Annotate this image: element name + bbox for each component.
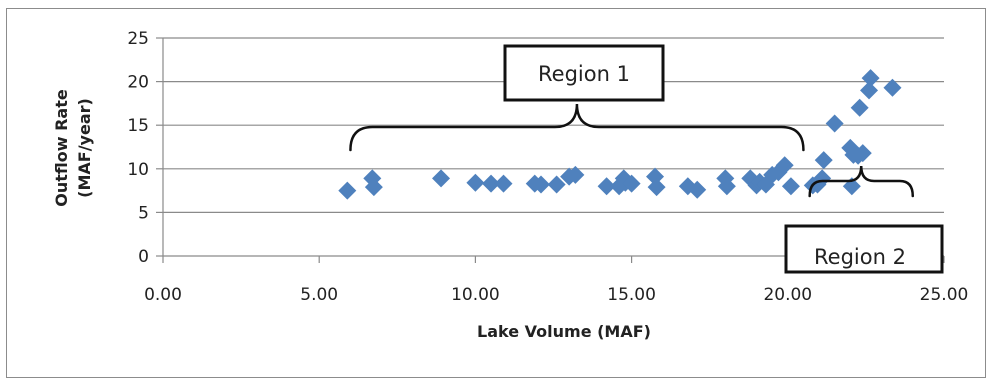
data-point [364,178,383,197]
region-1-label: Region 1 [538,62,630,86]
chart-frame [6,8,986,378]
y-axis-title-line2: (MAF/year) [75,98,94,198]
y-tick-label: 0 [138,247,149,267]
y-axis-title-line1: Outflow Rate [52,89,71,207]
data-point [622,174,641,193]
data-point [532,175,551,194]
data-points [338,69,902,200]
data-point [647,178,666,197]
data-point [547,175,566,194]
data-point [814,151,833,170]
data-point [850,98,869,117]
data-point [482,174,501,193]
data-point [566,165,585,184]
x-axis-title: Lake Volume (MAF) [477,322,651,341]
x-tick-label: 0.00 [144,285,182,305]
region-1-annotation: Region 1 [349,44,805,152]
region-1-label-box [503,44,665,102]
y-tick-label: 20 [127,73,149,93]
region-2-annotation: Region 2 [784,165,944,274]
y-tick-label: 5 [138,203,149,223]
data-point [861,69,880,88]
region-2-label-box [784,224,944,274]
x-tick-label: 25.00 [920,285,969,305]
x-tick-label: 5.00 [300,285,338,305]
data-point [466,173,485,192]
data-point [494,174,513,193]
region-1-brace [349,103,805,152]
x-tick-labels: 0.00 5.00 10.00 15.00 20.00 25.00 [144,285,968,305]
x-tick-label: 10.00 [451,285,500,305]
x-tick-label: 15.00 [607,285,656,305]
region-2-brace [808,165,915,198]
data-point [825,114,844,133]
y-tick-label: 10 [127,160,149,180]
data-point [338,181,357,200]
region-2-label: Region 2 [814,245,906,269]
data-point [717,177,736,196]
data-point [688,180,707,199]
data-point [432,169,451,188]
y-tick-labels: 0 5 10 15 20 25 [127,29,149,267]
y-tick-label: 25 [127,29,149,49]
data-point [860,81,879,100]
x-tick-label: 20.00 [763,285,812,305]
data-point [597,177,616,196]
gridlines [163,37,944,213]
data-point [775,156,794,175]
data-point [883,78,902,97]
data-point [853,144,872,163]
y-tick-label: 15 [127,116,149,136]
data-point [781,177,800,196]
